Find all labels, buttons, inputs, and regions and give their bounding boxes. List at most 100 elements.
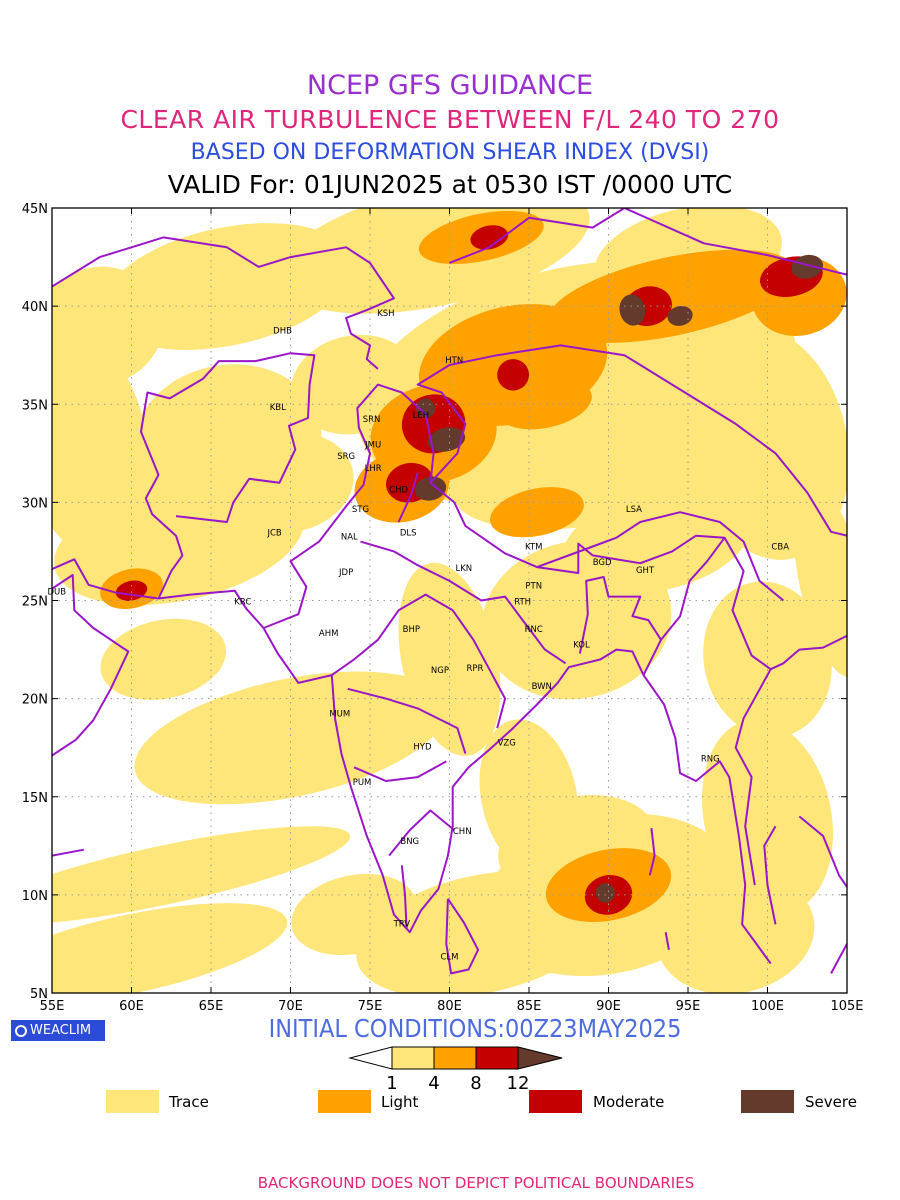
map-panel: KSH DHB HTN KBL SRN LEH JMU SRG LHR CHD STG LSA JCB N… bbox=[0, 195, 900, 1029]
station-label: CHN bbox=[453, 827, 472, 837]
boundary-line bbox=[400, 865, 408, 929]
boundary-line bbox=[642, 639, 662, 676]
station-label: PUM bbox=[353, 778, 372, 788]
severe-turbulence-patch bbox=[595, 883, 615, 903]
station-label: SRN bbox=[363, 415, 381, 425]
light-turbulence-patch bbox=[547, 249, 797, 343]
station-label: BNG bbox=[400, 837, 419, 847]
trace-turbulence-patch bbox=[398, 562, 501, 756]
moderate-turbulence-patch bbox=[497, 359, 529, 391]
colorbar-moderate bbox=[475, 1046, 519, 1070]
station-label: RTH bbox=[514, 597, 531, 607]
boundary-line bbox=[52, 574, 130, 757]
trace-turbulence-patch bbox=[562, 489, 751, 594]
boundary-lines bbox=[52, 208, 847, 975]
boundary-line bbox=[536, 511, 785, 602]
longitude-tick-label: 70E bbox=[278, 999, 303, 1014]
colorbar-tick: 1 bbox=[386, 1073, 397, 1094]
chart-title: NCEP GFS GUIDANCE bbox=[306, 70, 594, 101]
severe-turbulence-patch bbox=[414, 476, 447, 501]
station-label: LHR bbox=[365, 464, 382, 474]
light-turbulence-patch bbox=[490, 487, 584, 538]
latitude-tick-label: 5N bbox=[30, 987, 48, 1002]
station-label: SRG bbox=[337, 452, 355, 462]
severe-turbulence-patch bbox=[667, 305, 693, 326]
boundary-line bbox=[397, 472, 419, 523]
severe-turbulence-patch bbox=[416, 398, 436, 418]
station-label: KRC bbox=[234, 597, 251, 607]
station-label: VZG bbox=[498, 739, 516, 749]
station-label: TRV bbox=[393, 919, 411, 929]
station-label: NAL bbox=[341, 533, 358, 543]
trace-turbulence-patch bbox=[291, 873, 417, 956]
boundary-line bbox=[353, 760, 447, 782]
chart-method: BASED ON DEFORMATION SHEAR INDEX (DVSI) bbox=[190, 140, 710, 165]
axis-ticks: 55E 60E 65E 70E 75E 80E 85E 90E 95E 100E 105E 45N 40… bbox=[22, 202, 864, 1014]
longitude-tick-label: 80E bbox=[437, 999, 462, 1014]
station-labels: KSH DHB HTN KBL SRN LEH JMU SRG LHR CHD STG LSA JCB N… bbox=[47, 309, 789, 963]
chart-subtitle: CLEAR AIR TURBULENCE BETWEEN F/L 240 TO … bbox=[120, 105, 780, 134]
boundary-line bbox=[52, 558, 265, 629]
legend-label-moderate: Moderate bbox=[593, 1093, 665, 1111]
trace-turbulence-patch bbox=[227, 432, 354, 533]
latitude-tick-label: 35N bbox=[22, 398, 48, 413]
initial-conditions: INITIAL CONDITIONS:00Z23MAY2025 bbox=[268, 1014, 682, 1043]
longitude-tick-label: 55E bbox=[40, 999, 65, 1014]
legend-label-severe: Severe bbox=[805, 1093, 857, 1111]
station-label: LEH bbox=[413, 411, 430, 421]
longitude-tick-label: 95E bbox=[676, 999, 701, 1014]
legend-label-trace: Trace bbox=[169, 1093, 209, 1111]
boundary-line bbox=[360, 540, 567, 665]
station-label: MUM bbox=[329, 709, 350, 719]
station-label: BHP bbox=[403, 625, 420, 635]
station-label: LSA bbox=[626, 505, 642, 515]
station-label: STG bbox=[352, 505, 369, 515]
light-turbulence-patch bbox=[497, 379, 592, 430]
latitude-tick-label: 25N bbox=[22, 595, 48, 610]
station-label: KTM bbox=[525, 542, 542, 552]
boundary-disclaimer: BACKGROUND DOES NOT DEPICT POLITICAL BOU… bbox=[257, 1174, 695, 1192]
trace-turbulence-patch bbox=[100, 618, 227, 700]
legend-swatch-trace bbox=[106, 1090, 159, 1113]
trace-turbulence-patch bbox=[52, 903, 288, 993]
boundary-line bbox=[798, 815, 847, 888]
station-label: HYD bbox=[413, 743, 432, 753]
station-label: RNC bbox=[525, 625, 543, 635]
station-label: BWN bbox=[532, 682, 552, 692]
longitude-tick-label: 85E bbox=[517, 999, 542, 1014]
station-label: RNG bbox=[701, 754, 720, 764]
colorbar-severe bbox=[517, 1046, 563, 1070]
moderate-turbulence-patch bbox=[470, 225, 509, 250]
severe-turbulence-patch bbox=[619, 294, 646, 326]
severe-turbulence-patch bbox=[427, 427, 466, 452]
colorbar-tick: 4 bbox=[428, 1073, 439, 1094]
station-label: GHT bbox=[636, 566, 655, 576]
turbulence-fields bbox=[52, 208, 847, 993]
boundary-line bbox=[648, 827, 656, 876]
station-label: KSH bbox=[377, 309, 394, 319]
colorbar-trace bbox=[391, 1046, 435, 1070]
trace-turbulence-patch bbox=[52, 826, 351, 925]
longitude-tick-label: 105E bbox=[830, 999, 863, 1014]
longitude-tick-label: 90E bbox=[596, 999, 621, 1014]
boundary-line bbox=[449, 208, 847, 276]
boundary-line bbox=[445, 898, 480, 975]
boundary-line bbox=[763, 825, 777, 925]
legend-swatch-light bbox=[318, 1090, 371, 1113]
latitude-tick-label: 20N bbox=[22, 693, 48, 708]
latitude-tick-label: 40N bbox=[22, 300, 48, 315]
station-label: JCB bbox=[266, 529, 281, 539]
latitude-tick-label: 30N bbox=[22, 496, 48, 511]
latitude-tick-label: 10N bbox=[22, 889, 48, 904]
station-label: DHB bbox=[273, 327, 292, 337]
severe-turbulence-patch bbox=[791, 254, 823, 279]
boundary-line bbox=[52, 236, 395, 370]
logo-text: WEACLIM bbox=[30, 1023, 92, 1038]
boundary-line bbox=[830, 943, 847, 974]
station-label: HTN bbox=[445, 356, 463, 366]
station-label: CBA bbox=[771, 542, 789, 552]
legend-swatch-severe bbox=[741, 1090, 794, 1113]
boundary-line bbox=[263, 383, 726, 654]
colorbar-light bbox=[433, 1046, 477, 1070]
station-label: JDP bbox=[338, 568, 353, 578]
